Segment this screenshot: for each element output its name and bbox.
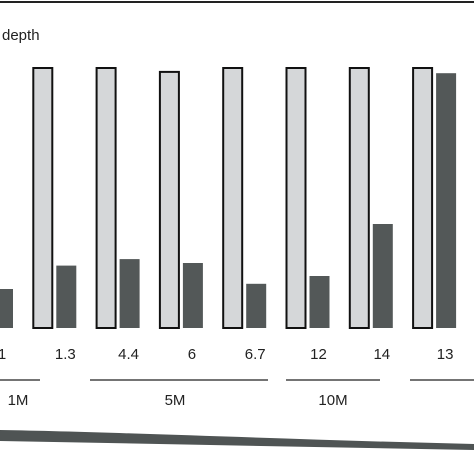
x-tick-label: 4.4	[118, 346, 139, 363]
bar	[32, 67, 54, 329]
x-tick-label: 12	[310, 346, 327, 363]
bar	[309, 276, 330, 328]
x-tick-label: 14	[373, 346, 390, 363]
bar	[95, 67, 117, 329]
bar	[412, 67, 434, 329]
bar	[158, 70, 180, 330]
bar	[246, 283, 267, 328]
depth-wedge	[0, 430, 474, 450]
bar	[182, 263, 203, 328]
x-tick-label: 6	[188, 346, 196, 363]
bar	[372, 224, 393, 328]
bar	[285, 67, 307, 329]
chart-title: depth	[2, 27, 40, 44]
bar	[222, 67, 244, 329]
group-label: 10M	[318, 392, 347, 409]
bar	[56, 265, 77, 328]
group-label: 1M	[8, 392, 29, 409]
x-tick-label: 1	[0, 346, 6, 363]
bar	[348, 67, 370, 329]
x-tick-label: 1.3	[55, 346, 76, 363]
x-tick-label: 6.7	[245, 346, 266, 363]
group-label: 5M	[165, 392, 186, 409]
bar	[119, 259, 140, 328]
bar	[0, 289, 13, 328]
bar	[436, 73, 457, 328]
x-tick-label: 13	[437, 346, 454, 363]
